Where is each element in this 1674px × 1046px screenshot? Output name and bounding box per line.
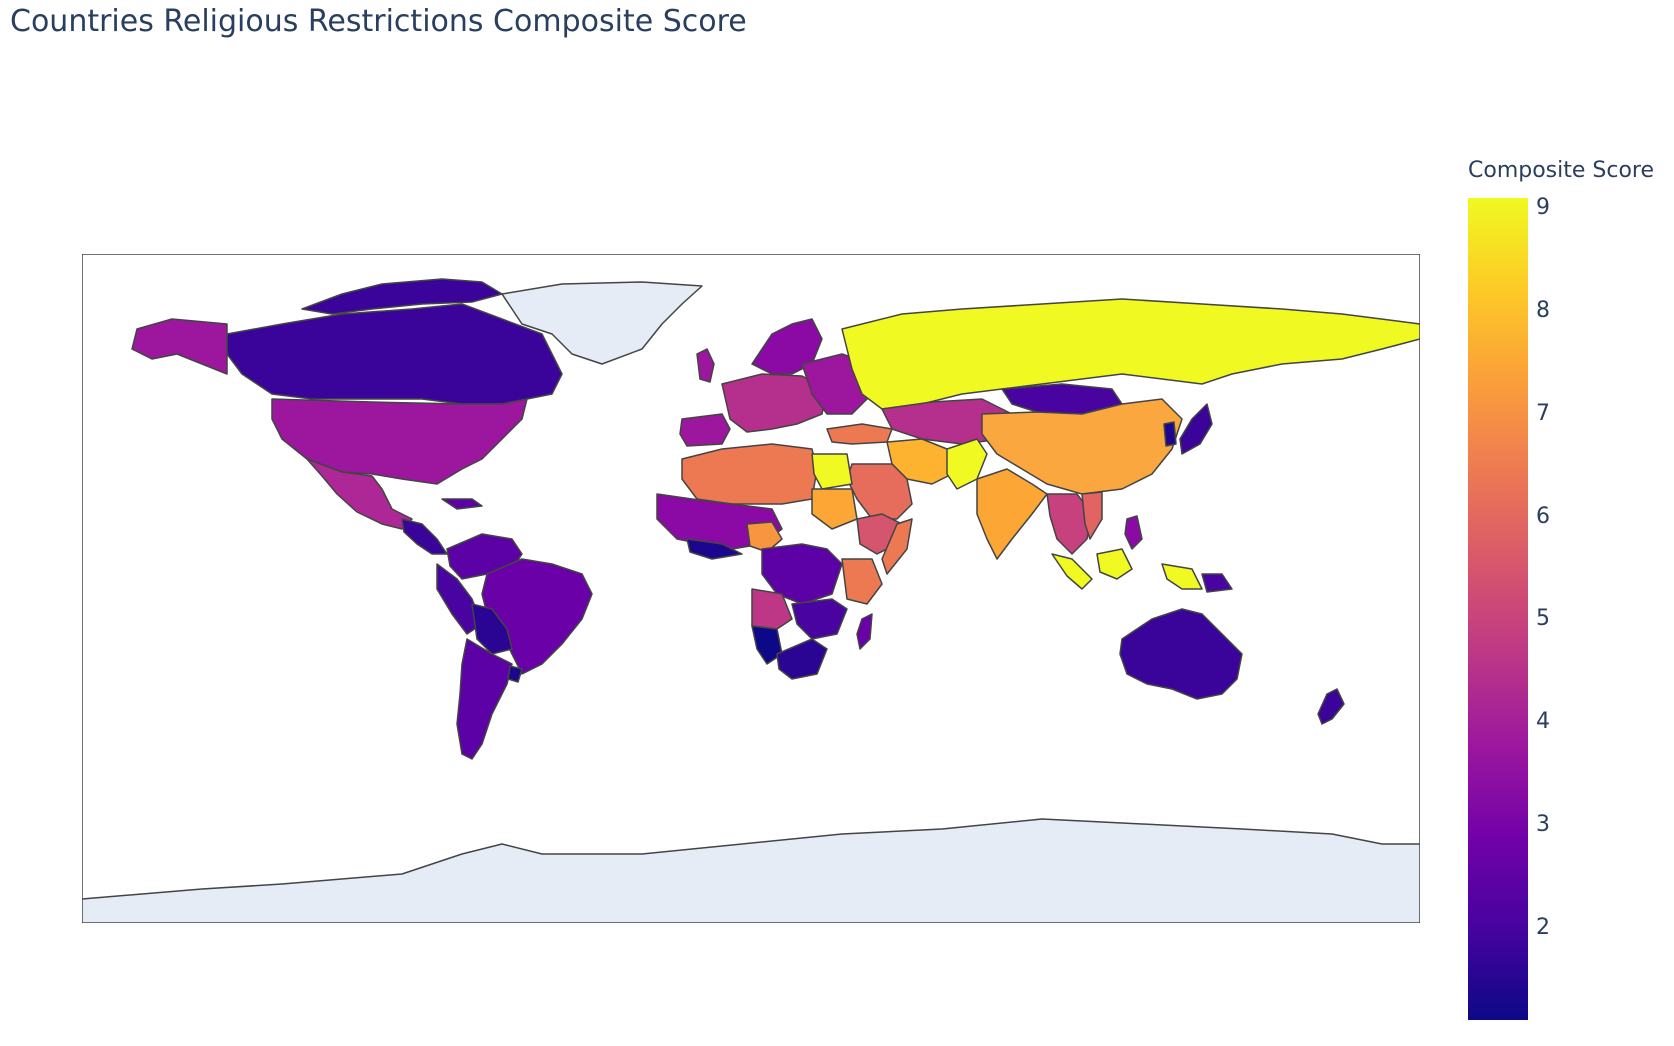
region-mozambique[interactable] <box>791 598 848 640</box>
region-caribbean[interactable] <box>441 498 483 510</box>
colorbar-tick-7: 7 <box>1536 400 1550 426</box>
colorbar <box>1468 198 1528 1020</box>
colorbar-tick-4: 4 <box>1536 709 1550 735</box>
region-scandinavia[interactable] <box>751 318 823 375</box>
chart-title: Countries Religious Restrictions Composi… <box>10 4 747 39</box>
region-peru[interactable] <box>436 563 483 635</box>
region-somalia[interactable] <box>881 518 913 575</box>
colorbar-title: Composite Score <box>1468 158 1655 183</box>
region-papua-new-guinea[interactable] <box>1201 573 1233 593</box>
region-canada-islands[interactable] <box>301 278 503 315</box>
region-sudan[interactable] <box>811 488 858 530</box>
region-indonesia-borneo[interactable] <box>1096 548 1133 580</box>
region-bolivia[interactable] <box>471 603 513 655</box>
region-east-africa[interactable] <box>841 558 883 605</box>
colorbar-tick-5: 5 <box>1536 606 1550 632</box>
region-philippines[interactable] <box>1124 515 1143 550</box>
region-indonesia-sumatra[interactable] <box>1051 553 1093 590</box>
region-united-kingdom[interactable] <box>696 348 715 383</box>
region-korea[interactable] <box>1163 421 1177 447</box>
region-egypt[interactable] <box>811 453 853 490</box>
region-china[interactable] <box>981 398 1183 495</box>
region-southeast-asia[interactable] <box>1046 493 1093 555</box>
colorbar-tick-6: 6 <box>1536 503 1550 529</box>
region-south-africa[interactable] <box>776 638 828 680</box>
region-angola[interactable] <box>751 588 793 630</box>
region-namibia[interactable] <box>751 625 783 665</box>
region-western-europe[interactable] <box>721 373 828 433</box>
region-central-africa[interactable] <box>761 543 843 605</box>
world-map[interactable] <box>82 254 1420 923</box>
region-india[interactable] <box>976 468 1048 560</box>
region-saudi-arabia[interactable] <box>846 463 913 520</box>
region-uruguay[interactable] <box>507 665 523 683</box>
region-madagascar[interactable] <box>856 613 873 650</box>
region-alaska[interactable] <box>131 318 228 375</box>
region-antarctica[interactable] <box>82 818 1420 923</box>
region-greenland[interactable] <box>501 281 703 365</box>
colorbar-tick-8: 8 <box>1536 298 1550 324</box>
region-turkey[interactable] <box>826 423 893 445</box>
region-united-states[interactable] <box>271 398 528 485</box>
region-nigeria[interactable] <box>746 521 783 553</box>
colorbar-tick-3: 3 <box>1536 811 1550 837</box>
region-australia[interactable] <box>1119 608 1243 700</box>
region-argentina[interactable] <box>456 638 513 760</box>
region-gulf-of-guinea[interactable] <box>686 538 743 560</box>
region-new-zealand[interactable] <box>1317 688 1345 725</box>
region-central-america[interactable] <box>401 518 448 555</box>
colorbar-tick-9: 9 <box>1536 195 1550 221</box>
region-japan[interactable] <box>1179 403 1213 455</box>
colorbar-tick-2: 2 <box>1536 914 1550 940</box>
region-vietnam[interactable] <box>1081 491 1103 540</box>
region-indonesia-east[interactable] <box>1161 563 1203 590</box>
region-iberia[interactable] <box>679 413 731 447</box>
